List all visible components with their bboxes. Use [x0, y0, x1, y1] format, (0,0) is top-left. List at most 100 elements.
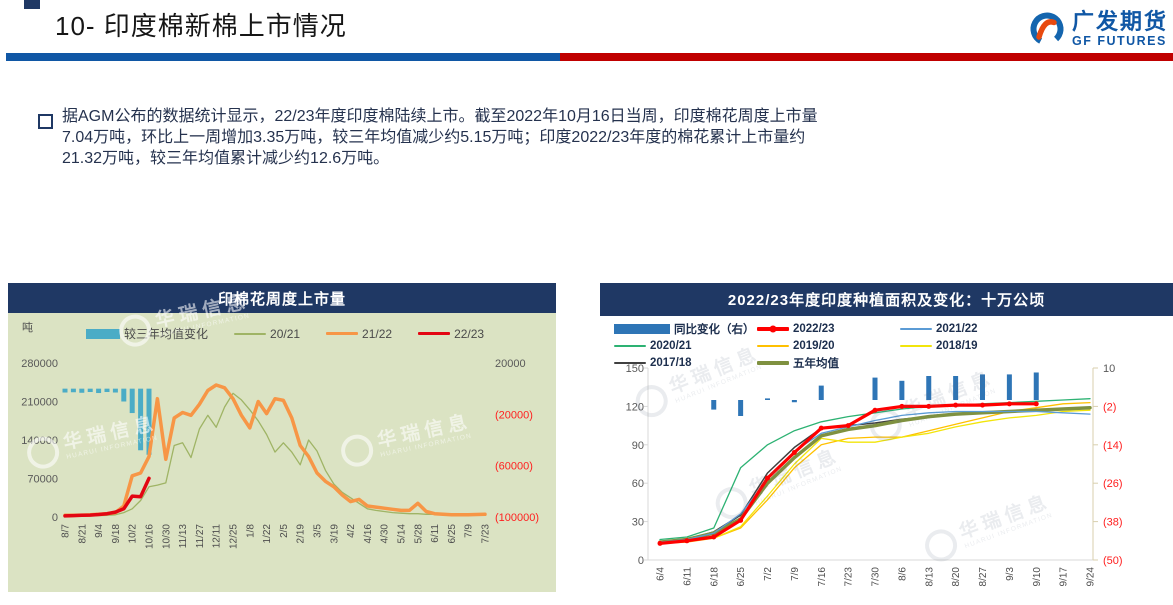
- y-axis-tick-label: 140000: [21, 435, 58, 447]
- x-axis-tick-label: 4/30: [380, 524, 391, 544]
- legend-line-swatch: [757, 325, 789, 333]
- secondary-y-axis-tick-label: 20000: [495, 358, 526, 370]
- x-axis-tick-label: 7/16: [817, 567, 828, 587]
- logo-text-cn: 广发期货: [1072, 8, 1169, 34]
- x-axis-tick-label: 9/17: [1059, 567, 1070, 587]
- x-axis-tick-label: 12/25: [229, 524, 240, 549]
- x-axis-tick-label: 1/22: [262, 524, 273, 544]
- x-axis-tick-label: 9/24: [1086, 567, 1097, 587]
- legend-item: 2021/22: [900, 321, 1043, 337]
- data-point-marker: [899, 403, 905, 409]
- gf-futures-logo: 广发期货 GF FUTURES: [1028, 10, 1168, 48]
- y-axis-tick-label: 30: [632, 517, 644, 529]
- secondary-y-axis-tick-label: (38): [1103, 517, 1123, 529]
- bar: [87, 388, 93, 393]
- bar: [872, 377, 878, 400]
- left-chart-body: 吨 较三年均值变化 20/21 21/22 22/23 280000 210000 140…: [8, 313, 556, 592]
- bar: [1033, 372, 1039, 400]
- bar: [70, 388, 76, 393]
- left-chart-legend: 较三年均值变化 20/21 21/22 22/23: [86, 325, 484, 342]
- legend-item: 五年均值: [757, 355, 900, 371]
- secondary-y-axis-tick-label: (2): [1103, 401, 1116, 413]
- planting-area-chart-panel: 2022/23年度印度种植面积及变化：十万公顷 150 120 90 60 30 0 10 (…: [600, 283, 1173, 605]
- x-axis-tick-label: 9/10: [1032, 567, 1043, 587]
- x-axis-tick-label: 2/19: [296, 524, 307, 544]
- x-axis-tick-label: 8/7: [61, 524, 72, 538]
- x-axis-tick-label: 3/19: [329, 524, 340, 544]
- legend-line-swatch: [900, 345, 932, 347]
- legend-label: 2018/19: [936, 340, 978, 352]
- x-axis-tick-label: 9/4: [94, 524, 105, 538]
- legend-marker-dot: [769, 325, 777, 333]
- secondary-y-axis-tick-label: 10: [1103, 363, 1115, 375]
- legend-item: 较三年均值变化: [86, 325, 208, 342]
- x-axis-tick-label: 7/23: [844, 567, 855, 587]
- secondary-y-axis-tick-label: (60000): [495, 461, 533, 473]
- legend-label: 20/21: [270, 326, 301, 341]
- logo-text-en: GF FUTURES: [1072, 33, 1167, 48]
- secondary-y-axis-tick-label: (100000): [495, 512, 539, 524]
- right-chart-plot: 150 120 90 60 30 0 10 (2) (14) (26) (38) (50) 6/4 6/1…: [626, 363, 1123, 587]
- x-axis-tick-label: 10/30: [161, 524, 172, 549]
- x-axis-tick-label: 1/8: [245, 524, 256, 538]
- divider-blue: [6, 53, 560, 61]
- x-axis-tick-label: 12/11: [212, 524, 223, 549]
- legend-bar-swatch: [614, 324, 670, 334]
- secondary-y-axis-tick-label: (50): [1103, 555, 1123, 567]
- y-axis-tick-label: 90: [632, 440, 644, 452]
- line-series: [63, 476, 151, 518]
- x-axis-tick-label: 4/16: [363, 524, 374, 544]
- line-series: [658, 405, 1092, 544]
- x-axis-tick-label: 7/23: [481, 524, 492, 544]
- legend-label: 2021/22: [936, 323, 978, 335]
- legend-item: 2019/20: [757, 340, 900, 352]
- secondary-y-axis-tick-label: (14): [1103, 440, 1123, 452]
- legend-line-swatch: [234, 332, 267, 335]
- bullet-text-line: 21.32万吨，较三年均值累计减少约12.6万吨。: [62, 150, 390, 167]
- legend-line-swatch: [326, 331, 359, 336]
- x-axis-tick-label: 7/9: [790, 567, 801, 581]
- legend-line-swatch: [614, 362, 646, 364]
- y-axis-tick-label: 70000: [27, 474, 58, 486]
- title-accent-square: [24, 0, 40, 9]
- x-axis-tick-label: 8/27: [978, 567, 989, 587]
- bar: [121, 388, 127, 402]
- x-axis-tick-label: 6/25: [447, 524, 458, 544]
- data-point-marker: [926, 403, 932, 409]
- bullet-text: 据AGM公布的数据统计显示，22/23年度印度棉陆续上市。截至2022年10月1…: [62, 106, 932, 169]
- data-point-marker: [684, 538, 690, 544]
- x-axis-tick-label: 8/6: [897, 567, 908, 581]
- bar: [711, 400, 717, 410]
- x-axis-tick-label: 3/5: [313, 524, 324, 538]
- legend-item: 2022/23: [757, 321, 900, 337]
- legend-item: 2017/18: [614, 355, 757, 371]
- line-series: [63, 383, 487, 518]
- bar: [818, 385, 824, 400]
- left-chart-title: 印棉花周度上市量: [8, 283, 556, 313]
- bar: [112, 388, 118, 393]
- data-point-marker: [765, 475, 770, 481]
- legend-line-swatch: [757, 345, 789, 347]
- x-axis-tick-label: 7/30: [871, 567, 882, 587]
- left-chart-plot: 280000 210000 140000 70000 0 20000 (20000) (600…: [21, 358, 539, 549]
- y-axis-tick-label: 210000: [21, 397, 58, 409]
- x-axis-tick-label: 6/25: [736, 567, 747, 587]
- bar: [1006, 374, 1012, 400]
- bullet-text-line: 据AGM公布的数据统计显示，22/23年度印度棉陆续上市。截至2022年10月1…: [62, 108, 818, 125]
- y-axis-tick-label: 120: [626, 401, 644, 413]
- data-point-marker: [657, 540, 663, 546]
- bar: [62, 388, 68, 393]
- logo-icon: [1030, 12, 1064, 46]
- line-series: [659, 406, 1091, 543]
- legend-item: 同比变化（右）: [614, 321, 757, 337]
- legend-line-swatch: [757, 361, 789, 365]
- bar: [79, 388, 85, 393]
- bullet-marker: [38, 114, 53, 129]
- x-axis-tick-label: 5/14: [397, 524, 408, 544]
- y-axis-tick-label: 0: [52, 512, 58, 524]
- data-point-marker: [953, 402, 959, 408]
- bar: [96, 388, 102, 394]
- x-axis-tick-label: 6/4: [656, 567, 667, 581]
- right-chart-legend: 同比变化（右） 2022/23 2021/22 2020/21 2019/20 2018/…: [614, 321, 1043, 371]
- bar: [980, 374, 985, 400]
